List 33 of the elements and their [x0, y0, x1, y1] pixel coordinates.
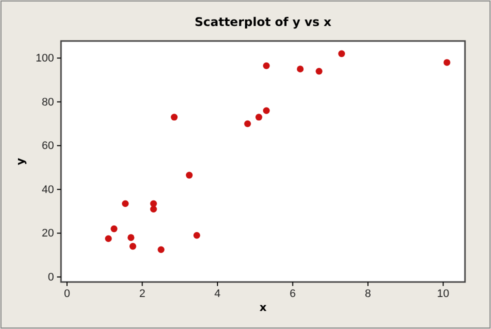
x-tick-label: 8 [364, 288, 372, 300]
x-tick-label: 10 [437, 288, 450, 300]
y-axis-title: y [14, 158, 27, 166]
y-tick-label: 100 [36, 52, 54, 65]
point [193, 232, 200, 239]
x-axis-title: x [259, 301, 267, 314]
x-tick-label: 0 [64, 288, 70, 300]
point [150, 200, 157, 208]
x-tick-label: 2 [139, 288, 146, 300]
y-tick-label: 0 [48, 271, 54, 284]
y-tick-label: 20 [42, 228, 54, 240]
x-tick-label: 4 [214, 288, 221, 300]
y-tick-label: 60 [42, 140, 54, 152]
point [263, 107, 270, 114]
point [296, 66, 304, 72]
x-tick-label: 6 [290, 288, 296, 300]
point [170, 114, 178, 121]
point [158, 246, 164, 253]
chart-title: Scatterplot of y vs x [194, 15, 332, 29]
point [122, 200, 129, 208]
y-tick-label: 40 [42, 184, 54, 196]
point [105, 235, 112, 242]
point [316, 68, 322, 75]
point [444, 59, 450, 66]
point [110, 225, 118, 232]
point [128, 234, 134, 241]
y-tick-label: 80 [42, 96, 54, 108]
point [186, 172, 193, 179]
point [129, 242, 136, 250]
point [263, 62, 270, 70]
point [244, 120, 251, 128]
point [338, 50, 346, 58]
point [255, 114, 262, 121]
